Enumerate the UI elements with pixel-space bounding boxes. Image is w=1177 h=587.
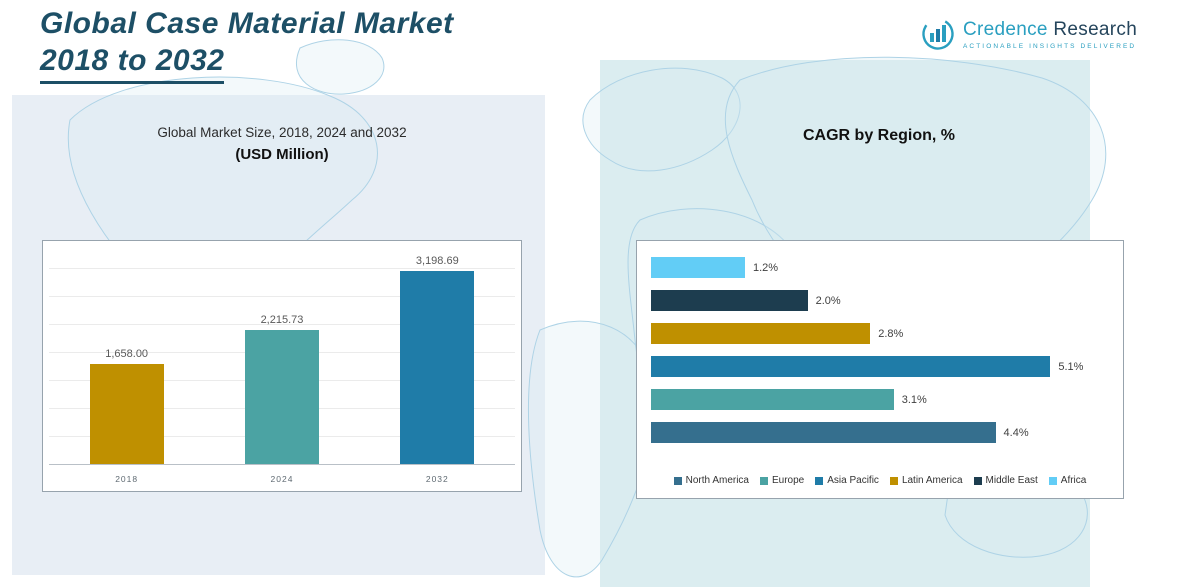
cagr-legend: North America Europe Asia Pacific Latin Ame… bbox=[637, 475, 1123, 486]
right-chart-title: CAGR by Region, % bbox=[802, 127, 955, 144]
legend-item-latin-america: Latin America bbox=[889, 475, 963, 486]
cagr-row-europe: 3.1% bbox=[651, 389, 1113, 410]
logo-brand-part1: Credence bbox=[963, 18, 1048, 40]
legend-swatch bbox=[889, 476, 898, 485]
page-title: Global Case Material Market 2018 to 2032 bbox=[40, 6, 454, 85]
legend-label: Africa bbox=[1060, 475, 1087, 486]
cagr-bar-africa bbox=[651, 257, 745, 278]
legend-swatch bbox=[815, 476, 824, 485]
bar-value-label: 3,198.69 bbox=[415, 255, 459, 268]
cagr-value-label: 5.1% bbox=[1058, 360, 1084, 373]
legend-item-middle-east: Middle East bbox=[973, 475, 1038, 486]
x-axis-label-2032: 2032 bbox=[425, 474, 449, 484]
legend-swatch bbox=[973, 476, 982, 485]
legend-label: Europe bbox=[772, 475, 805, 486]
cagr-bar-europe bbox=[651, 389, 894, 410]
left-chart-subtitle: Global Market Size, 2018, 2024 and 2032 bbox=[157, 125, 407, 140]
logo-brand-part2: Research bbox=[1047, 18, 1138, 40]
bar-2024 bbox=[244, 330, 319, 464]
cagr-value-label: 1.2% bbox=[752, 261, 779, 274]
legend-swatch bbox=[1048, 476, 1057, 485]
legend-item-europe: Europe bbox=[760, 475, 804, 486]
bar-2018 bbox=[89, 364, 164, 464]
cagr-by-region-chart: 1.2% 2.0% 2.8% 5.1% 3.1% 4.4% North America Eu… bbox=[636, 240, 1124, 499]
bar-column-2024: 2,215.73 bbox=[237, 253, 327, 464]
market-size-chart: 1,658.00 2,215.73 3,198.69 2018 2024 2032 bbox=[42, 240, 522, 492]
cagr-bar-latin-america bbox=[651, 323, 871, 344]
cagr-bar-north-america bbox=[651, 422, 996, 443]
legend-item-north-america: North America bbox=[673, 475, 749, 486]
cagr-value-label: 3.1% bbox=[901, 393, 927, 406]
legend-swatch bbox=[760, 476, 768, 485]
credence-research-logo: Credence Research Actionable Insights De… bbox=[920, 16, 1137, 52]
legend-label: North America bbox=[685, 475, 749, 486]
market-size-plot-area: 1,658.00 2,215.73 3,198.69 bbox=[49, 253, 515, 465]
bar-2032 bbox=[400, 271, 475, 464]
cagr-plot-area: 1.2% 2.0% 2.8% 5.1% 3.1% 4.4% bbox=[651, 257, 1113, 443]
cagr-bar-middle-east bbox=[651, 290, 808, 311]
cagr-row-middle-east: 2.0% bbox=[651, 290, 1113, 311]
cagr-value-label: 2.8% bbox=[878, 327, 904, 340]
cagr-value-label: 4.4% bbox=[1003, 426, 1029, 439]
bar-column-2018: 1,658.00 bbox=[82, 253, 172, 464]
legend-label: Latin America bbox=[901, 475, 963, 486]
bar-value-label: 1,658.00 bbox=[105, 348, 149, 361]
legend-item-asia-pacific: Asia Pacific bbox=[815, 475, 879, 486]
cagr-row-north-america: 4.4% bbox=[651, 422, 1113, 443]
x-axis-label-2018: 2018 bbox=[115, 474, 139, 484]
market-size-x-axis: 2018 2024 2032 bbox=[49, 474, 515, 484]
logo-chart-icon bbox=[922, 18, 954, 50]
bar-value-label: 2,215.73 bbox=[260, 314, 304, 327]
left-chart-unit-label: (USD Million) bbox=[235, 146, 329, 163]
cagr-value-label: 2.0% bbox=[815, 294, 841, 307]
logo-brand-name: Credence Research bbox=[963, 19, 1137, 41]
left-chart-title: Global Market Size, 2018, 2024 and 2032 … bbox=[62, 125, 502, 163]
logo-tagline: Actionable Insights Delivered bbox=[963, 42, 1137, 50]
x-axis-label-2024: 2024 bbox=[270, 474, 294, 484]
cagr-row-latin-america: 2.8% bbox=[651, 323, 1113, 344]
bar-column-2032: 3,198.69 bbox=[392, 253, 482, 464]
legend-label: Middle East bbox=[985, 475, 1038, 486]
page-title-line1: Global Case Material Market bbox=[40, 7, 454, 40]
legend-label: Asia Pacific bbox=[827, 475, 879, 486]
cagr-bar-asia-pacific bbox=[651, 356, 1051, 377]
cagr-row-asia-pacific: 5.1% bbox=[651, 356, 1113, 377]
legend-item-africa: Africa bbox=[1048, 475, 1087, 486]
legend-swatch bbox=[673, 476, 682, 485]
cagr-row-africa: 1.2% bbox=[651, 257, 1113, 278]
page-title-line2: 2018 to 2032 bbox=[40, 43, 225, 85]
logo-text-block: Credence Research Actionable Insights De… bbox=[963, 19, 1137, 50]
